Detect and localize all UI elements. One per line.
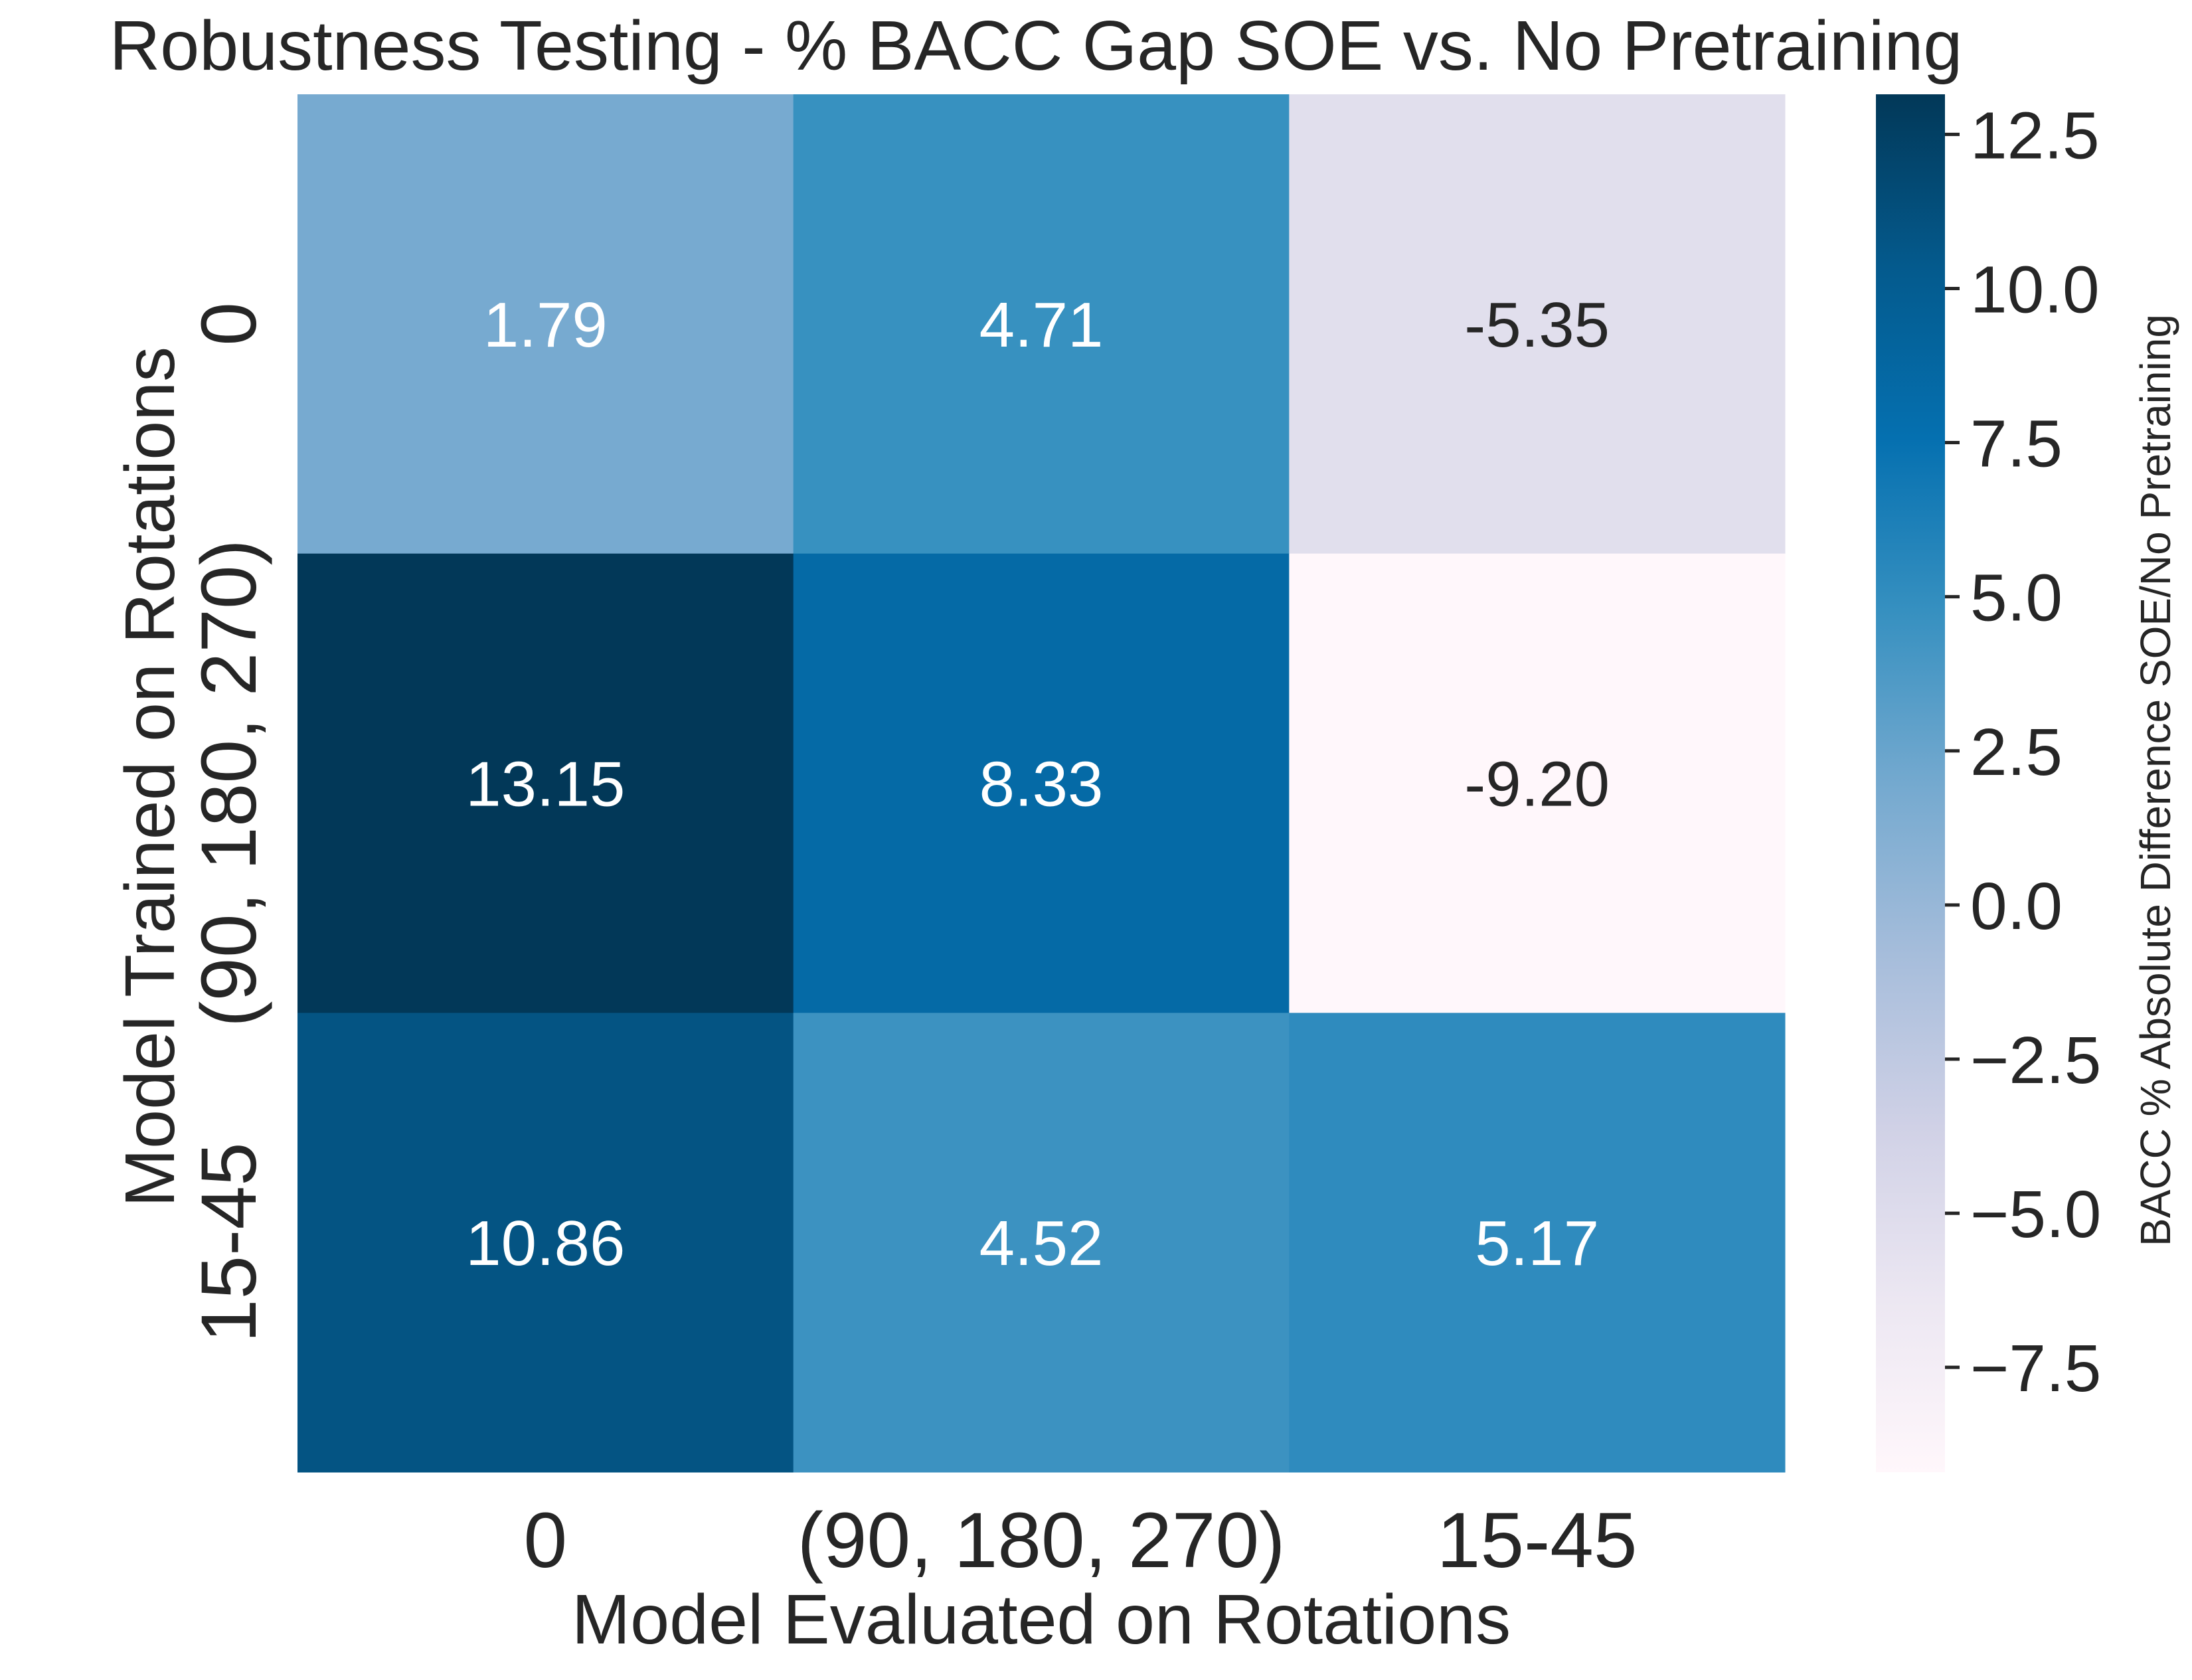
x-tick-label: 0 xyxy=(524,1497,568,1584)
colorbar-tick-label: 0.0 xyxy=(1970,869,2063,944)
cell-value-label: 1.79 xyxy=(483,290,608,361)
heatmap-cell xyxy=(297,94,794,554)
y-tick-labels: 0 (90, 180, 270) 15-45 xyxy=(185,302,273,1343)
x-tick-label: 15-45 xyxy=(1437,1497,1638,1584)
colorbar-tick-label: 5.0 xyxy=(1970,561,2063,635)
y-tick-label: (90, 180, 270) xyxy=(185,539,273,1027)
colorbar-ticks: 12.5 10.0 7.5 5.0 2.5 0.0 −2.5 −5.0 −7.5 xyxy=(1945,98,2101,1406)
x-tick-label: (90, 180, 270) xyxy=(798,1497,1286,1584)
colorbar-label: BACC % Absolute Difference SOE/No Pretra… xyxy=(2132,314,2179,1246)
colorbar-tick-label: −5.0 xyxy=(1970,1177,2101,1252)
colorbar-tick-label: 7.5 xyxy=(1970,407,2063,481)
cell-value-label: 13.15 xyxy=(465,749,625,820)
chart-title: Robustness Testing - % BACC Gap SOE vs. … xyxy=(110,7,1963,85)
colorbar-tick-label: −7.5 xyxy=(1970,1331,2101,1406)
x-tick-labels: 0 (90, 180, 270) 15-45 xyxy=(524,1497,1638,1584)
heatmap-cell xyxy=(793,94,1290,554)
heatmap-cell xyxy=(793,553,1290,1013)
cell-value-label: -9.20 xyxy=(1464,749,1610,820)
cell-value-label: 4.71 xyxy=(979,290,1104,361)
colorbar-tick-label: 12.5 xyxy=(1970,98,2100,173)
colorbar-tick-label: 10.0 xyxy=(1970,252,2100,327)
cell-value-label: 5.17 xyxy=(1475,1208,1599,1279)
cell-value-labels: 1.79 4.71 -5.35 13.15 8.33 -9.20 10.86 4.52 5.17 xyxy=(465,290,1610,1279)
heatmap-cell xyxy=(1289,1013,1786,1473)
heatmap-cell xyxy=(297,1013,794,1473)
heatmap-cell xyxy=(297,553,794,1013)
heatmap-cell xyxy=(1289,94,1786,554)
y-axis-label: Model Trained on Rotations xyxy=(111,347,189,1207)
colorbar xyxy=(1876,94,1945,1472)
y-tick-label: 0 xyxy=(185,302,273,346)
heatmap-cell xyxy=(1289,553,1786,1013)
cell-value-label: 10.86 xyxy=(465,1208,625,1279)
colorbar-tick-label: 2.5 xyxy=(1970,715,2063,790)
cell-value-label: 4.52 xyxy=(979,1208,1104,1279)
cell-value-label: 8.33 xyxy=(979,749,1104,820)
y-tick-label: 15-45 xyxy=(185,1142,273,1343)
heatmap-cells xyxy=(297,94,1786,1473)
x-axis-label: Model Evaluated on Rotations xyxy=(572,1580,1511,1659)
cell-value-label: -5.35 xyxy=(1464,290,1610,361)
colorbar-tick-label: −2.5 xyxy=(1970,1023,2101,1098)
heatmap-cell xyxy=(793,1013,1290,1473)
